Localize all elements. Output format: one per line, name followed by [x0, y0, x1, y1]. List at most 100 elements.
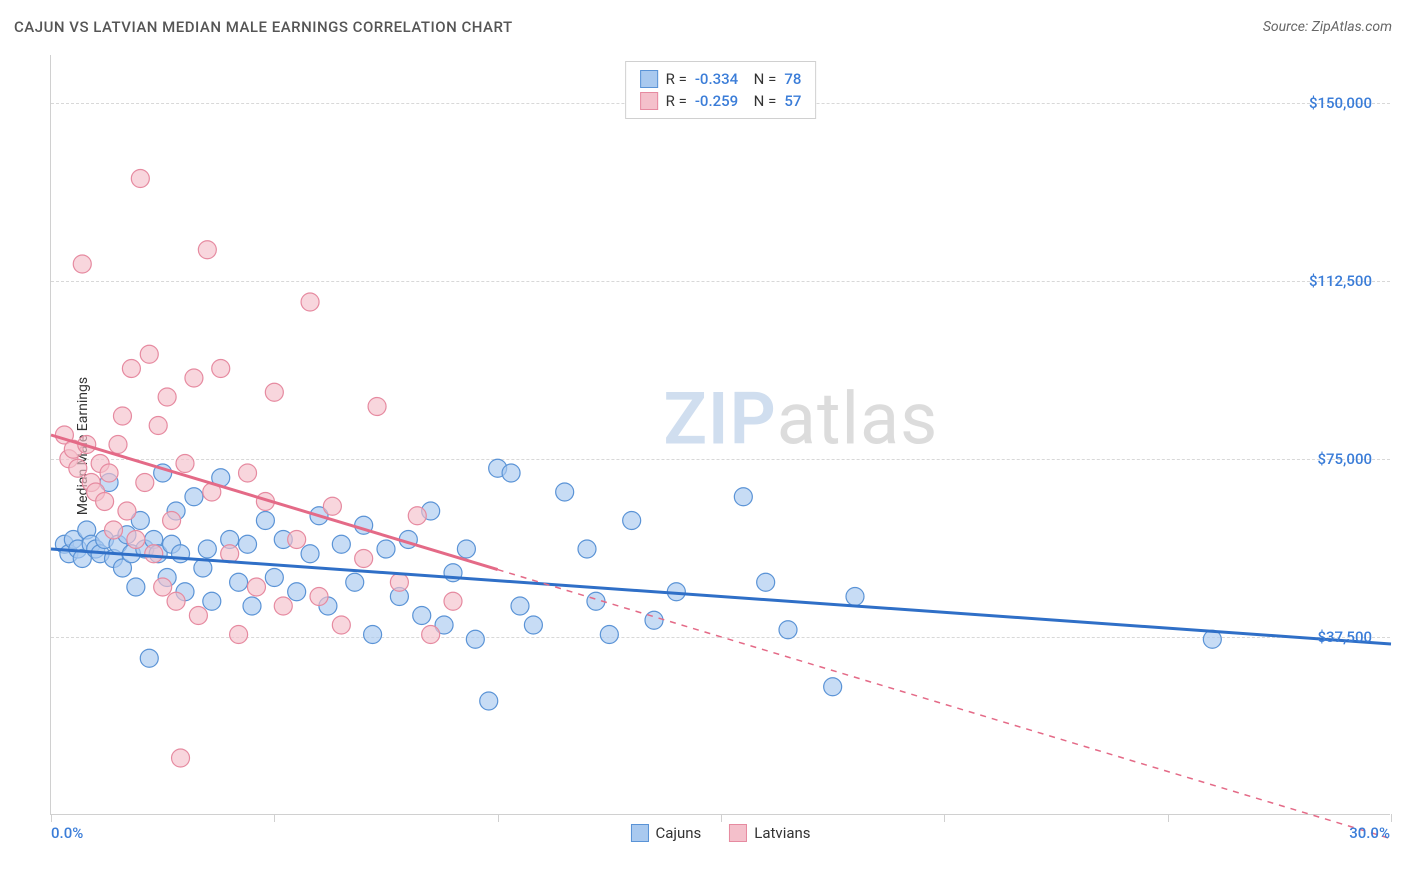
- scatter-point: [444, 592, 462, 610]
- scatter-point: [247, 578, 265, 596]
- scatter-point: [346, 573, 364, 591]
- scatter-point: [113, 407, 131, 425]
- scatter-point: [158, 388, 176, 406]
- scatter-point: [301, 545, 319, 563]
- scatter-point: [256, 512, 274, 530]
- scatter-point: [524, 616, 542, 634]
- y-tick-label: $75,000: [1317, 450, 1372, 468]
- scatter-point: [779, 621, 797, 639]
- scatter-point: [105, 521, 123, 539]
- scatter-point: [154, 578, 172, 596]
- legend-r-value-1: -0.259: [695, 92, 738, 110]
- x-tick-mark: [498, 814, 499, 822]
- scatter-point: [100, 464, 118, 482]
- x-axis-max-label: 30.0%: [1349, 824, 1390, 842]
- legend-r-label: R =: [666, 70, 687, 88]
- legend-item-latvians: Latvians: [729, 824, 810, 842]
- scatter-point: [323, 497, 341, 515]
- scatter-point: [734, 488, 752, 506]
- scatter-point: [288, 531, 306, 549]
- scatter-point: [600, 626, 618, 644]
- scatter-point: [145, 545, 163, 563]
- legend-stats-row-1: R = -0.259 N = 57: [640, 90, 802, 112]
- legend-n-value-0: 78: [784, 70, 801, 88]
- scatter-point: [140, 345, 158, 363]
- scatter-point: [239, 464, 257, 482]
- scatter-point: [167, 592, 185, 610]
- scatter-point: [466, 630, 484, 648]
- chart-container: CAJUN VS LATVIAN MEDIAN MALE EARNINGS CO…: [0, 0, 1406, 892]
- legend-n-value-1: 57: [784, 92, 801, 110]
- scatter-point: [623, 512, 641, 530]
- legend-item-cajuns: Cajuns: [630, 824, 701, 842]
- scatter-point: [239, 535, 257, 553]
- scatter-svg: [51, 55, 1390, 814]
- scatter-point: [310, 588, 328, 606]
- scatter-point: [511, 597, 529, 615]
- scatter-point: [127, 578, 145, 596]
- source-attribution: Source: ZipAtlas.com: [1263, 19, 1392, 35]
- legend-swatch-latvians: [729, 824, 747, 842]
- scatter-point: [301, 293, 319, 311]
- scatter-point: [140, 649, 158, 667]
- scatter-point: [212, 360, 230, 378]
- scatter-point: [408, 507, 426, 525]
- scatter-point: [355, 550, 373, 568]
- legend-swatch-cajuns: [630, 824, 648, 842]
- legend-n-label: N =: [746, 92, 776, 110]
- chart-title: CAJUN VS LATVIAN MEDIAN MALE EARNINGS CO…: [14, 18, 513, 36]
- scatter-point: [757, 573, 775, 591]
- y-tick-label: $37,500: [1317, 628, 1372, 646]
- legend-r-label: R =: [666, 92, 687, 110]
- legend-swatch-latvians: [640, 92, 658, 110]
- scatter-point: [189, 607, 207, 625]
- legend-n-label: N =: [746, 70, 776, 88]
- scatter-point: [230, 573, 248, 591]
- scatter-point: [578, 540, 596, 558]
- scatter-point: [364, 626, 382, 644]
- scatter-point: [198, 241, 216, 259]
- scatter-point: [198, 540, 216, 558]
- chart-header: CAJUN VS LATVIAN MEDIAN MALE EARNINGS CO…: [14, 18, 1392, 36]
- scatter-point: [185, 488, 203, 506]
- scatter-point: [457, 540, 475, 558]
- scatter-point: [149, 417, 167, 435]
- scatter-point: [127, 531, 145, 549]
- scatter-point: [368, 398, 386, 416]
- scatter-point: [118, 502, 136, 520]
- scatter-point: [163, 512, 181, 530]
- scatter-point: [172, 749, 190, 767]
- scatter-point: [274, 597, 292, 615]
- legend-swatch-cajuns: [640, 70, 658, 88]
- scatter-point: [502, 464, 520, 482]
- scatter-point: [556, 483, 574, 501]
- y-tick-label: $112,500: [1309, 272, 1372, 290]
- scatter-point: [122, 360, 140, 378]
- scatter-point: [390, 573, 408, 591]
- trend-line-dashed: [498, 570, 1391, 839]
- legend-stats-row-0: R = -0.334 N = 78: [640, 68, 802, 90]
- y-tick-label: $150,000: [1309, 94, 1372, 112]
- scatter-point: [332, 535, 350, 553]
- scatter-point: [422, 626, 440, 644]
- scatter-point: [332, 616, 350, 634]
- legend-label-cajuns: Cajuns: [655, 824, 701, 842]
- scatter-point: [265, 569, 283, 587]
- scatter-point: [645, 611, 663, 629]
- scatter-point: [96, 493, 114, 511]
- x-tick-mark: [1168, 814, 1169, 822]
- scatter-point: [136, 474, 154, 492]
- scatter-point: [377, 540, 395, 558]
- x-axis-min-label: 0.0%: [51, 824, 83, 842]
- plot-area: ZIPatlas R = -0.334 N = 78 R = -0.259 N …: [50, 55, 1390, 815]
- scatter-point: [73, 255, 91, 273]
- x-tick-mark: [944, 814, 945, 822]
- scatter-point: [413, 607, 431, 625]
- legend-stats-box: R = -0.334 N = 78 R = -0.259 N = 57: [625, 61, 817, 119]
- x-tick-mark: [721, 814, 722, 822]
- legend-series-box: Cajuns Latvians: [630, 824, 810, 842]
- scatter-point: [480, 692, 498, 710]
- scatter-point: [109, 436, 127, 454]
- scatter-point: [265, 383, 283, 401]
- scatter-point: [131, 170, 149, 188]
